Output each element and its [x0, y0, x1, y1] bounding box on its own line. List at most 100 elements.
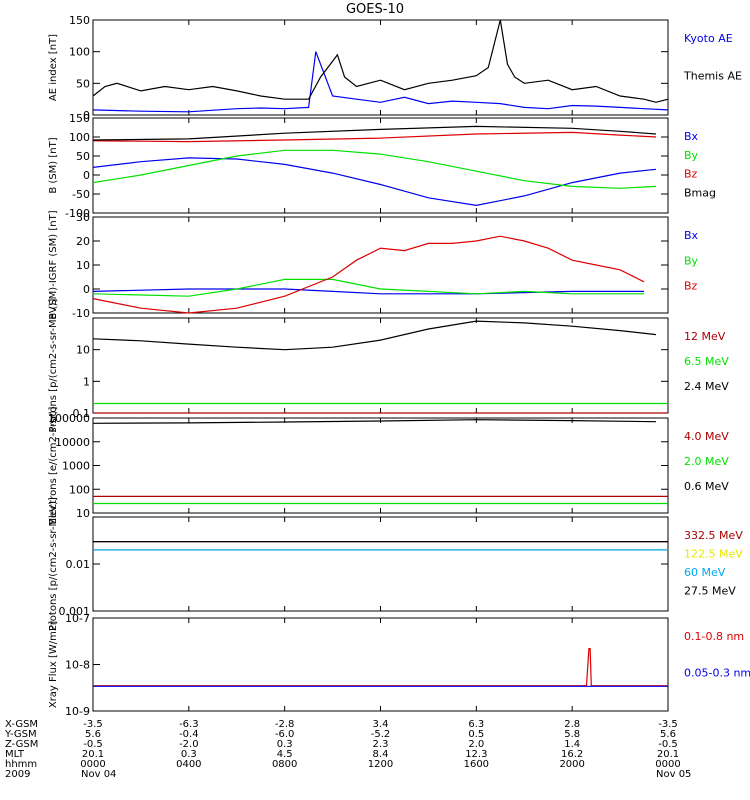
- panel-4: 0.1 1 10 Protons [p/(cm2-s-sr-MeV)] 12 MeV 6.…: [48, 298, 729, 432]
- legend-label: Bx: [684, 229, 699, 242]
- footer-value: -6.0: [275, 729, 295, 740]
- legend-label: By: [684, 149, 699, 162]
- y-tick-label: 0: [83, 109, 90, 122]
- footer-row-label: Z-GSM: [5, 739, 38, 750]
- series-line-Bmag: [92, 125, 657, 141]
- legend-label: Bx: [684, 130, 699, 143]
- footer-value: 0.3: [277, 739, 293, 750]
- legend-label: 0.6 MeV: [684, 480, 729, 493]
- legend-label: 6.5 MeV: [684, 355, 729, 368]
- footer-value: -3.5: [658, 719, 678, 730]
- series-line-Kyoto-AE: [92, 51, 669, 113]
- panel-frame: [92, 19, 669, 116]
- y-axis-label: B (SM) [nT]: [48, 137, 59, 193]
- y-tick-label: 0.001: [59, 605, 91, 618]
- footer-row-label: Y-GSM: [4, 729, 37, 740]
- legend-label: 60 MeV: [684, 566, 726, 579]
- y-tick-label: -50: [72, 188, 90, 201]
- panel-frame: [92, 317, 669, 414]
- panel-frame: [92, 516, 669, 612]
- legend-label: Themis AE: [683, 70, 742, 83]
- y-tick-label: 10-8: [65, 659, 90, 672]
- y-tick-label: 10: [76, 507, 90, 520]
- y-tick-label: 150: [69, 14, 90, 27]
- footer-value: 20.1: [82, 749, 104, 760]
- panel-2: -100 -50 0 50 100 150 B (SM) [nT] Bx By Bz Bmag: [48, 112, 716, 220]
- y-tick-label: 10-7: [65, 612, 90, 625]
- footer-row-label: hhmm: [5, 759, 37, 770]
- panel-frame: [92, 617, 669, 712]
- footer-value: 5.6: [660, 729, 676, 740]
- y-tick-label: 10: [76, 259, 90, 272]
- legend-label: 122.5 MeV: [684, 548, 743, 561]
- orbit-footer: X-GSM -3.5 -6.3 -2.8 3.4 6.3 2.8 -3.5Y-GSM 5.6 -0…: [4, 719, 691, 780]
- footer-value: 5.8: [564, 729, 580, 740]
- footer-value: 2000: [559, 759, 584, 770]
- series-line-Themis-AE: [92, 19, 669, 103]
- y-tick-label: 0: [83, 283, 90, 296]
- footer-value: 1600: [464, 759, 489, 770]
- y-tick-label: 50: [76, 77, 90, 90]
- y-tick-label: 0.1: [73, 407, 91, 420]
- series-line-By: [92, 149, 657, 189]
- panel-frame: [92, 216, 669, 314]
- series-line-Bz: [92, 131, 657, 143]
- legend-label: 2.0 MeV: [684, 455, 729, 468]
- y-tick-label: 10000: [55, 436, 90, 449]
- footer-value: -2.0: [179, 739, 199, 750]
- series-line-Bx: [92, 157, 657, 207]
- footer-value: 2.3: [373, 739, 389, 750]
- series-line-2.4-MeV: [92, 320, 657, 351]
- y-axis-label: B (SM)-IGRF (SM) [nT]: [48, 210, 59, 319]
- y-tick-label: 1: [83, 375, 90, 388]
- panel-frame: [92, 117, 669, 214]
- series-line-0.6-MeV: [92, 419, 657, 424]
- legend-label: 2.4 MeV: [684, 380, 729, 393]
- y-tick-label: 0.01: [66, 558, 91, 571]
- y-tick-label: 100: [69, 131, 90, 144]
- footer-value: 5.6: [85, 729, 101, 740]
- panel-7: 10-7 10-8 10-9 Xray Flux [W/m2] 0.1-0.8 nm 0.…: [48, 612, 750, 718]
- footer-value: 20.1: [657, 749, 679, 760]
- footer-value: 3.4: [373, 719, 389, 730]
- footer-start-date: Nov 04: [81, 769, 116, 780]
- series-line-Bz: [92, 235, 645, 314]
- footer-value: -0.5: [658, 739, 678, 750]
- panel-6: 0.001 0.01 Protons [p/(cm2-s-sr-MeV)] 332.5…: [48, 497, 743, 631]
- footer-value: 0800: [272, 759, 297, 770]
- legend-label: 4.0 MeV: [684, 430, 729, 443]
- footer-value: 2.0: [468, 739, 484, 750]
- footer-value: 8.4: [373, 749, 389, 760]
- footer-value: 12.3: [465, 749, 487, 760]
- footer-value: -2.8: [275, 719, 295, 730]
- footer-value: 0.3: [181, 749, 197, 760]
- footer-value: 16.2: [561, 749, 583, 760]
- panel-frame: [92, 417, 669, 514]
- panel-1: 0 50 100 150 AE index [nT] Kyoto AE Themis AE: [48, 14, 742, 122]
- y-tick-label: 30: [76, 211, 90, 224]
- y-tick-label: 100000: [48, 412, 90, 425]
- y-tick-label: 50: [76, 150, 90, 163]
- footer-row-label: MLT: [5, 749, 25, 760]
- y-tick-label: 10: [76, 344, 90, 357]
- y-axis-label: Electrons [e/(cm2-s-sr)]: [48, 406, 59, 524]
- figure-title: GOES-10: [346, 2, 404, 17]
- legend-label: 0.1-0.8 nm: [684, 630, 744, 643]
- series-line-0.1-0.8-nm: [93, 647, 668, 687]
- footer-value: -5.2: [371, 729, 391, 740]
- y-tick-label: 1000: [62, 460, 90, 473]
- y-axis-label: Xray Flux [W/m2]: [48, 621, 59, 708]
- footer-value: 0000: [655, 759, 680, 770]
- series-line-Bx: [92, 288, 644, 295]
- y-axis-label: Protons [p/(cm2-s-sr-MeV)]: [48, 298, 59, 432]
- footer-value: -6.3: [179, 719, 199, 730]
- legend-label: 27.5 MeV: [684, 585, 736, 598]
- y-axis-label: Protons [p/(cm2-s-sr-MeV)]: [48, 497, 59, 631]
- footer-row-label: X-GSM: [5, 719, 38, 730]
- footer-year: 2009: [5, 769, 30, 780]
- footer-value: 0400: [176, 759, 201, 770]
- legend-label: Kyoto AE: [684, 32, 733, 45]
